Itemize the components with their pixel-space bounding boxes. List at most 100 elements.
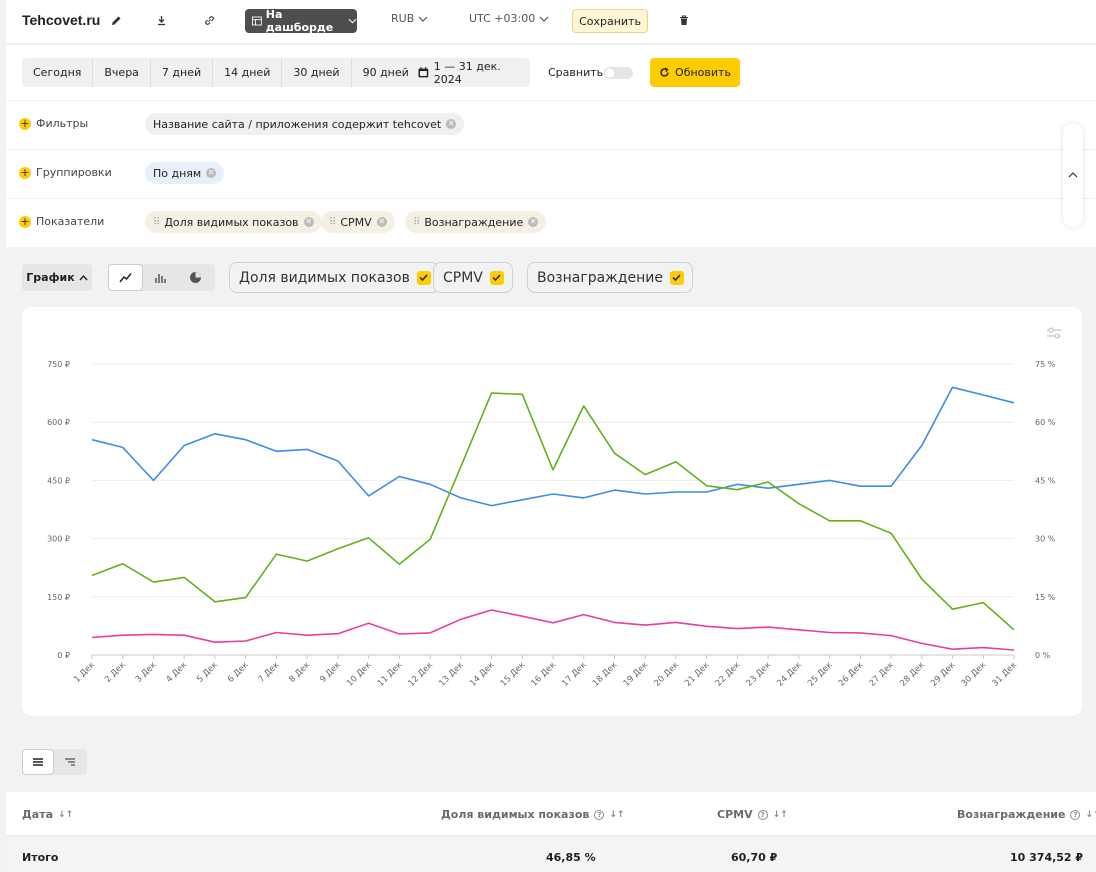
- remove-chip-icon[interactable]: ✕: [206, 168, 217, 178]
- dashboard-icon: [252, 16, 262, 26]
- chart-toggle-label: График: [26, 271, 75, 284]
- save-button[interactable]: Сохранить: [572, 9, 648, 33]
- chevron-up-icon: [79, 274, 88, 280]
- column-header-reward[interactable]: Вознаграждение ? ↓↑: [957, 808, 1096, 821]
- series-toggle-label: CPMV: [443, 269, 483, 286]
- x-tick-label: 1 Дек: [72, 660, 97, 685]
- flat-table-tab[interactable]: [22, 749, 54, 775]
- total-share: 46,85 %: [546, 851, 596, 864]
- help-icon[interactable]: ?: [594, 809, 605, 820]
- add-grouping-icon[interactable]: +: [19, 166, 31, 179]
- bar-chart-tab[interactable]: [143, 264, 178, 291]
- timezone-select[interactable]: UTC +03:00: [469, 12, 549, 25]
- line-chart[interactable]: 0 ₽ 0 % 150 ₽ 15 % 300 ₽ 30 % 450 ₽ 45 % 600 ₽ 60…: [22, 307, 1082, 716]
- metric-chip[interactable]: ⠿ CPMV ✕: [321, 211, 395, 233]
- compare-toggle[interactable]: [604, 67, 633, 79]
- x-tick-label: 24 Дек: [775, 660, 804, 689]
- help-icon[interactable]: ?: [757, 809, 768, 820]
- series-toggle-label: Вознаграждение: [537, 269, 663, 286]
- y-right-tick-label: 45 %: [1035, 476, 1056, 485]
- refresh-label: Обновить: [675, 66, 731, 79]
- series-toggle-share[interactable]: Доля видимых показов: [229, 262, 440, 293]
- chevron-down-icon: [418, 16, 428, 22]
- chevron-down-icon: [539, 16, 549, 22]
- drag-handle-icon[interactable]: ⠿: [329, 216, 336, 228]
- remove-chip-icon[interactable]: ✕: [303, 217, 314, 227]
- metrics-label[interactable]: Показатели: [36, 215, 105, 228]
- compare-label: Сравнить: [548, 66, 604, 79]
- y-left-tick-label: 750 ₽: [47, 360, 70, 369]
- period-yesterday[interactable]: Вчера: [93, 58, 151, 87]
- metric-chip-label: CPMV: [340, 215, 372, 229]
- grouping-chip[interactable]: По дням ✕: [145, 162, 225, 184]
- x-tick-label: 27 Дек: [868, 660, 897, 689]
- groupings-label[interactable]: Группировки: [36, 166, 112, 179]
- chart-toggle-button[interactable]: График: [22, 264, 92, 291]
- metric-chip[interactable]: ⠿ Вознаграждение ✕: [405, 211, 547, 233]
- link-icon[interactable]: [201, 12, 217, 28]
- currency-select[interactable]: RUB: [391, 12, 428, 25]
- x-tick-label: 6 Дек: [226, 660, 251, 685]
- column-header-cpmv[interactable]: CPMV ? ↓↑: [717, 808, 788, 821]
- trash-icon[interactable]: [676, 12, 692, 28]
- column-header-share[interactable]: Доля видимых показов ? ↓↑: [441, 808, 624, 821]
- x-tick-label: 9 Дек: [318, 660, 343, 685]
- period-14-days[interactable]: 14 дней: [213, 58, 283, 87]
- tree-list-icon: [65, 758, 75, 766]
- y-right-tick-label: 75 %: [1035, 360, 1056, 369]
- period-presets: Сегодня Вчера 7 дней 14 дней 30 дней 90 …: [22, 58, 420, 87]
- sort-icon[interactable]: ↓↑: [772, 809, 788, 820]
- sort-icon[interactable]: ↓↑: [1085, 809, 1096, 820]
- period-today[interactable]: Сегодня: [22, 58, 94, 87]
- x-tick-label: 31 Дек: [990, 660, 1019, 689]
- add-filter-icon[interactable]: +: [19, 117, 31, 130]
- help-icon[interactable]: ?: [1070, 809, 1081, 820]
- dashboard-button[interactable]: На дашборде: [245, 8, 357, 34]
- toggle-knob: [605, 68, 615, 78]
- drag-handle-icon[interactable]: ⠿: [413, 216, 420, 228]
- drag-handle-icon[interactable]: ⠿: [153, 216, 160, 228]
- x-tick-label: 23 Дек: [745, 660, 774, 689]
- edit-icon[interactable]: [108, 12, 124, 28]
- x-tick-label: 20 Дек: [652, 660, 681, 689]
- currency-value: RUB: [391, 12, 415, 25]
- period-90-days[interactable]: 90 дней: [362, 66, 409, 79]
- remove-chip-icon[interactable]: ✕: [376, 217, 387, 227]
- collapse-settings-button[interactable]: [1063, 123, 1083, 227]
- sort-icon[interactable]: ↓↑: [58, 809, 74, 820]
- x-tick-label: 18 Дек: [591, 660, 620, 689]
- column-header-date[interactable]: Дата ↓↑: [22, 808, 73, 821]
- period-30-days[interactable]: 30 дней: [282, 58, 352, 87]
- series-toggle-reward[interactable]: Вознаграждение: [527, 262, 693, 293]
- metric-chip[interactable]: ⠿ Доля видимых показов ✕: [145, 211, 322, 233]
- series-line-3: [91, 609, 1015, 651]
- y-right-tick-label: 0 %: [1035, 651, 1051, 660]
- refresh-button[interactable]: Обновить: [650, 58, 740, 87]
- line-chart-icon: [119, 273, 132, 283]
- checkbox-checked-icon[interactable]: [669, 270, 684, 285]
- checkbox-checked-icon[interactable]: [489, 270, 504, 285]
- line-chart-tab[interactable]: [108, 264, 143, 291]
- pie-chart-icon: [190, 272, 201, 283]
- date-range-picker[interactable]: 1 — 31 дек. 2024: [408, 58, 530, 87]
- date-range-value: 1 — 31 дек. 2024: [433, 59, 501, 86]
- x-tick-label: 3 Дек: [134, 660, 159, 685]
- table-view-switcher: [22, 749, 87, 775]
- pie-chart-tab[interactable]: [178, 264, 213, 291]
- checkbox-checked-icon[interactable]: [416, 270, 431, 285]
- add-metric-icon[interactable]: +: [19, 215, 31, 228]
- remove-chip-icon[interactable]: ✕: [446, 119, 457, 129]
- chevron-down-icon: [348, 18, 357, 24]
- total-cpmv: 60,70 ₽: [731, 851, 778, 864]
- download-icon[interactable]: [153, 12, 169, 28]
- tree-table-tab[interactable]: [54, 749, 86, 775]
- filters-label[interactable]: Фильтры: [36, 117, 89, 130]
- period-7-days[interactable]: 7 дней: [151, 58, 214, 87]
- x-tick-label: 16 Дек: [529, 660, 558, 689]
- x-tick-label: 13 Дек: [437, 660, 466, 689]
- filter-chip[interactable]: Название сайта / приложения содержит teh…: [145, 113, 465, 135]
- remove-chip-icon[interactable]: ✕: [528, 217, 539, 227]
- x-tick-label: 7 Дек: [257, 660, 282, 685]
- series-toggle-cpmv[interactable]: CPMV: [433, 262, 513, 293]
- sort-icon[interactable]: ↓↑: [609, 809, 625, 820]
